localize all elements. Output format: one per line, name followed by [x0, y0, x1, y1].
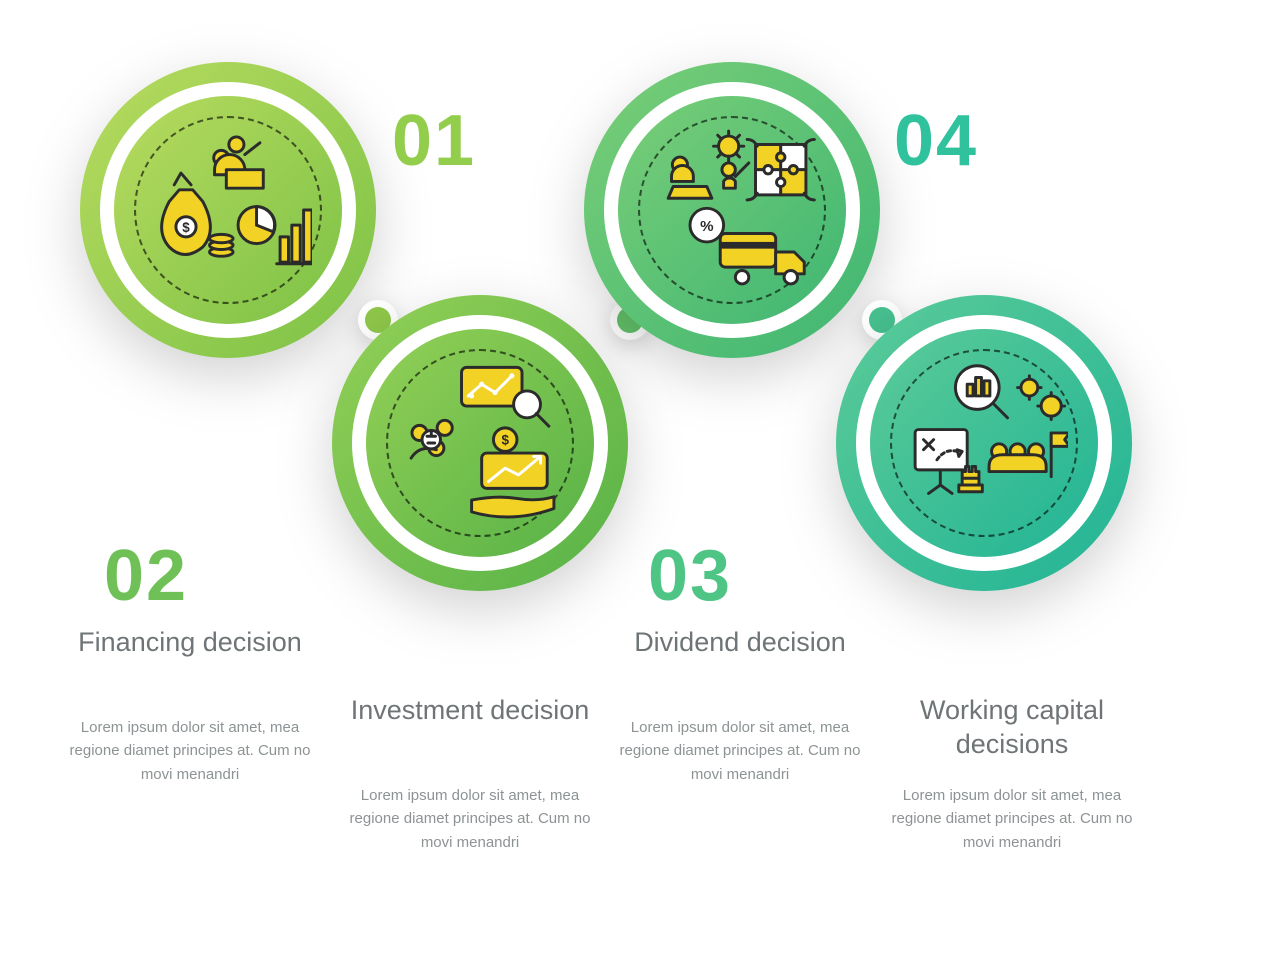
- step-title-02: Investment decision: [340, 694, 600, 728]
- svg-text:%: %: [700, 218, 714, 235]
- step-number-01: 01: [392, 105, 476, 177]
- step-title-01: Financing decision: [60, 626, 320, 660]
- investment-icon: $: [396, 359, 564, 527]
- dividend-icon: %: [648, 126, 816, 294]
- working-icon: [900, 359, 1068, 527]
- step-circle-01: $: [80, 62, 376, 358]
- step-body-02: Lorem ipsum dolor sit amet, mea regione …: [340, 784, 600, 854]
- step-number-02: 02: [104, 540, 188, 612]
- step-circle-03: %: [584, 62, 880, 358]
- step-body-01: Lorem ipsum dolor sit amet, mea regione …: [60, 716, 320, 786]
- step-number-03: 03: [648, 540, 732, 612]
- svg-text:$: $: [182, 220, 190, 235]
- step-number-04: 04: [894, 105, 978, 177]
- financing-icon: $: [144, 126, 312, 294]
- step-body-03: Lorem ipsum dolor sit amet, mea regione …: [610, 716, 870, 786]
- step-circle-02: $: [332, 295, 628, 591]
- step-body-04: Lorem ipsum dolor sit amet, mea regione …: [882, 784, 1142, 854]
- svg-text:$: $: [501, 433, 509, 448]
- step-title-04: Working capital decisions: [882, 694, 1142, 762]
- step-title-03: Dividend decision: [610, 626, 870, 660]
- step-circle-04: [836, 295, 1132, 591]
